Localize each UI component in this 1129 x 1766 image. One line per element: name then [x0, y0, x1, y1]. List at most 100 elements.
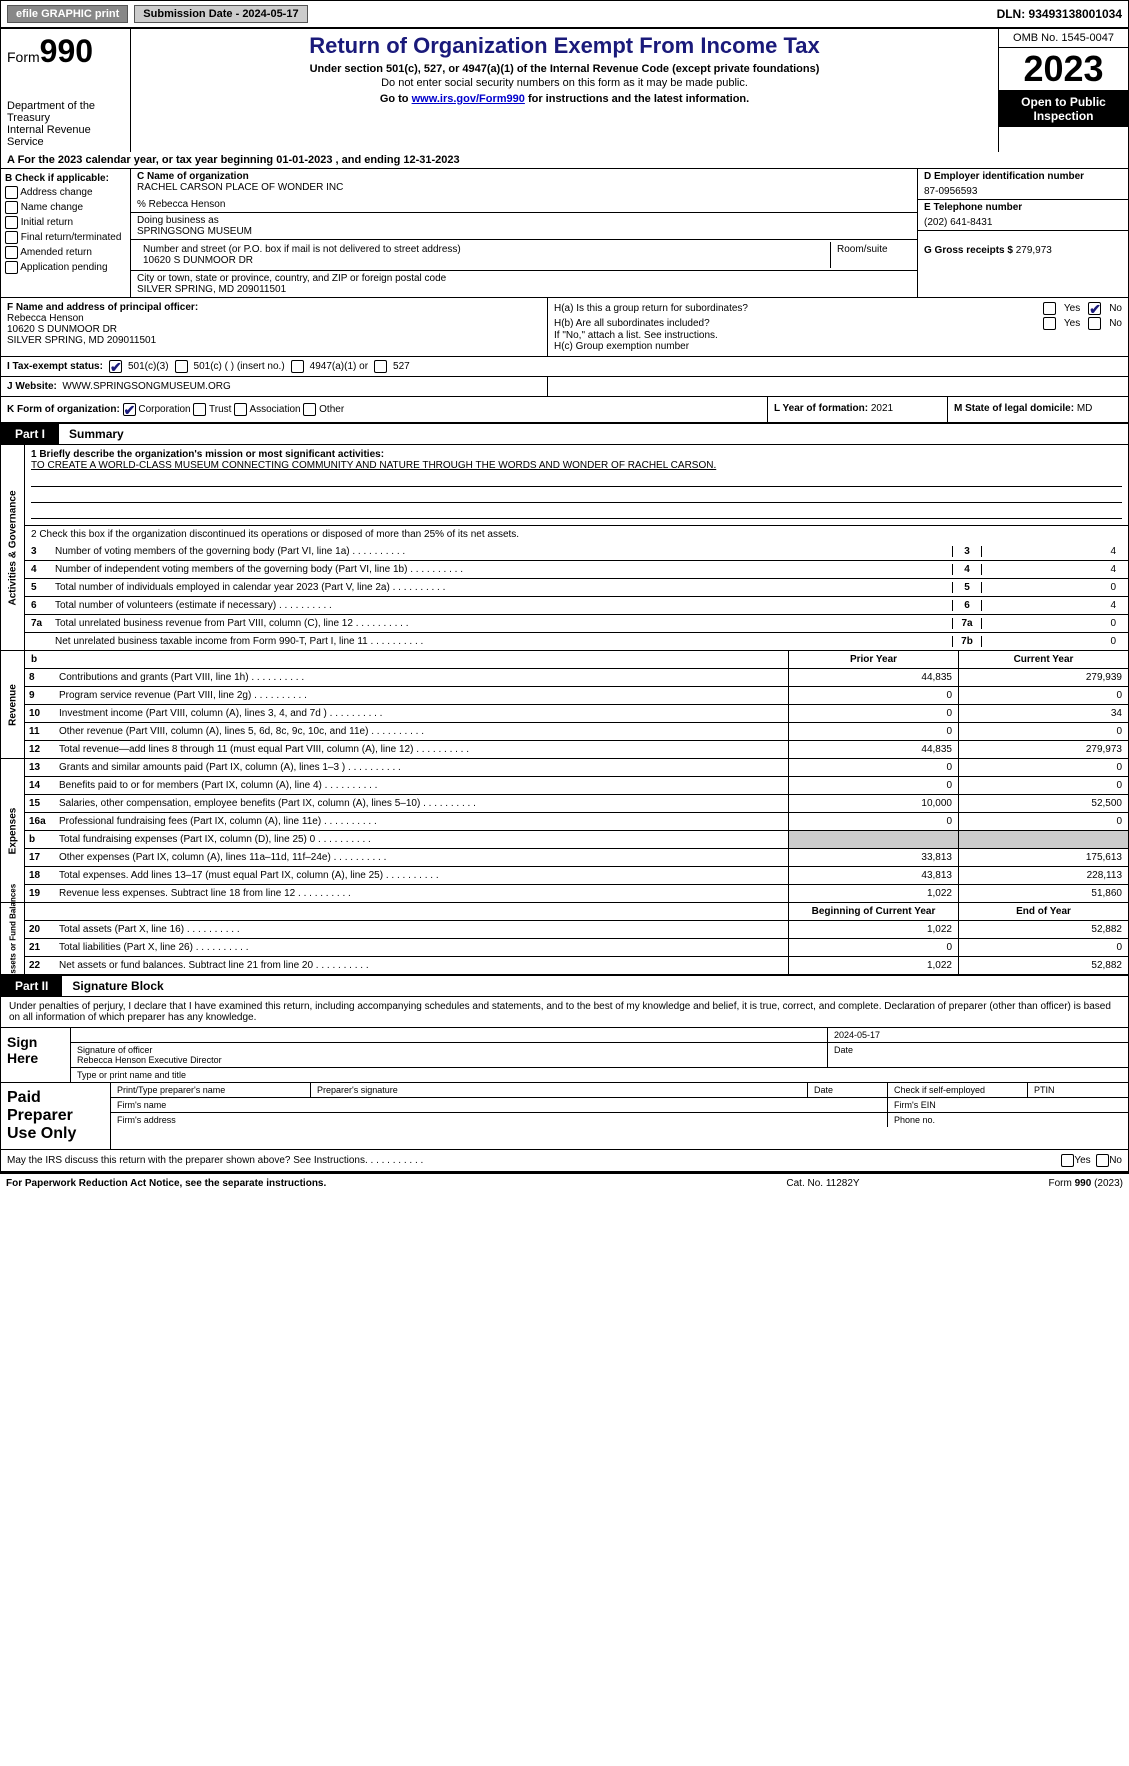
dept-irs: Internal Revenue Service — [7, 124, 124, 148]
checkbox-trust[interactable] — [193, 403, 206, 416]
top-bar: efile GRAPHIC print Submission Date - 20… — [0, 0, 1129, 29]
phone-label: E Telephone number — [924, 202, 1122, 213]
exp-line-13: 13Grants and similar amounts paid (Part … — [25, 759, 1128, 777]
open-inspection: Open to PublicInspection — [999, 91, 1128, 127]
line-i-tax-exempt: I Tax-exempt status: 501(c)(3) 501(c) ( … — [0, 357, 1129, 377]
type-name-label: Type or print name and title — [71, 1068, 1128, 1082]
gov-line-7a: 7aTotal unrelated business revenue from … — [25, 615, 1128, 633]
officer-label: F Name and address of principal officer: — [7, 302, 541, 313]
checkbox-application-pending[interactable] — [5, 261, 18, 274]
net-line-21: 21Total liabilities (Part X, line 26)00 — [25, 939, 1128, 957]
org-name-label: C Name of organization — [137, 171, 911, 182]
line-j-website: J Website: WWW.SPRINGSONGMUSEUM.ORG — [0, 377, 1129, 397]
rev-line-9: 9Program service revenue (Part VIII, lin… — [25, 687, 1128, 705]
checkbox-other[interactable] — [303, 403, 316, 416]
sig-date: 2024-05-17 — [828, 1028, 1128, 1042]
gross-receipts-label: G Gross receipts $ — [924, 245, 1013, 256]
page-footer: For Paperwork Reduction Act Notice, see … — [0, 1172, 1129, 1193]
col-d-ein: D Employer identification number 87-0956… — [918, 169, 1128, 297]
exp-line-16a: 16aProfessional fundraising fees (Part I… — [25, 813, 1128, 831]
prep-print-name: Print/Type preparer's name — [111, 1083, 311, 1097]
part2-header: Part II Signature Block — [0, 976, 1129, 997]
checkbox-address-change[interactable] — [5, 186, 18, 199]
form-header: Form990 Department of the Treasury Inter… — [0, 29, 1129, 152]
paid-preparer-label: Paid Preparer Use Only — [1, 1083, 111, 1149]
prep-date: Date — [808, 1083, 888, 1097]
col-b-checkboxes: B Check if applicable: Address change Na… — [1, 169, 131, 297]
prep-self-employed: Check if self-employed — [888, 1083, 1028, 1097]
rev-line-11: 11Other revenue (Part VIII, column (A), … — [25, 723, 1128, 741]
paid-preparer-block: Paid Preparer Use Only Print/Type prepar… — [0, 1083, 1129, 1150]
firm-address: Firm's address — [111, 1113, 888, 1127]
checkbox-501c[interactable] — [175, 360, 188, 373]
checkbox-hb-no[interactable] — [1088, 317, 1101, 330]
sig-date-label: Date — [828, 1043, 1128, 1067]
officer-city: SILVER SPRING, MD 209011501 — [7, 335, 541, 346]
part1-body: Activities & Governance 1 Briefly descri… — [0, 445, 1129, 651]
form-subtitle-2: Do not enter social security numbers on … — [141, 77, 988, 89]
line-2-discontinued: 2 Check this box if the organization dis… — [25, 526, 1128, 543]
rev-line-12: 12Total revenue—add lines 8 through 11 (… — [25, 741, 1128, 759]
exp-line-15: 15Salaries, other compensation, employee… — [25, 795, 1128, 813]
checkbox-4947[interactable] — [291, 360, 304, 373]
org-name: RACHEL CARSON PLACE OF WONDER INC — [137, 182, 911, 193]
ein-label: D Employer identification number — [924, 171, 1122, 182]
checkbox-corp[interactable] — [123, 403, 136, 416]
ein-value: 87-0956593 — [924, 186, 1122, 197]
checkbox-501c3[interactable] — [109, 360, 122, 373]
exp-line-b: bTotal fundraising expenses (Part IX, co… — [25, 831, 1128, 849]
gov-line-6: 6Total number of volunteers (estimate if… — [25, 597, 1128, 615]
prior-current-header: b Prior Year Current Year — [25, 651, 1128, 669]
efile-print-button[interactable]: efile GRAPHIC print — [7, 5, 128, 23]
checkbox-ha-no[interactable] — [1088, 302, 1101, 315]
goto-line: Go to www.irs.gov/Form990 for instructio… — [141, 93, 988, 105]
checkbox-initial-return[interactable] — [5, 216, 18, 229]
dba-label: Doing business as — [137, 215, 911, 226]
city-label: City or town, state or province, country… — [137, 273, 911, 284]
sig-officer-label: Signature of officer — [77, 1045, 821, 1055]
form-subtitle-1: Under section 501(c), 527, or 4947(a)(1)… — [141, 63, 988, 75]
checkbox-assoc[interactable] — [234, 403, 247, 416]
phone-value: (202) 641-8431 — [924, 217, 1122, 228]
line-klm: K Form of organization: Corporation Trus… — [0, 397, 1129, 424]
checkbox-527[interactable] — [374, 360, 387, 373]
rev-line-8: 8Contributions and grants (Part VIII, li… — [25, 669, 1128, 687]
vert-label-expenses: Expenses — [7, 807, 18, 854]
addr-label: Number and street (or P.O. box if mail i… — [143, 244, 824, 255]
checkbox-amended-return[interactable] — [5, 246, 18, 259]
vert-label-revenue: Revenue — [7, 684, 18, 726]
checkbox-final-return[interactable] — [5, 231, 18, 244]
checkbox-name-change[interactable] — [5, 201, 18, 214]
year-formation: 2021 — [871, 403, 893, 414]
exp-line-18: 18Total expenses. Add lines 13–17 (must … — [25, 867, 1128, 885]
officer-name: Rebecca Henson — [7, 313, 541, 324]
irs-link[interactable]: www.irs.gov/Form990 — [412, 93, 525, 105]
hb-label: H(b) Are all subordinates included? — [554, 318, 1035, 329]
omb-number: OMB No. 1545-0047 — [999, 29, 1128, 48]
section-bcd: B Check if applicable: Address change Na… — [0, 169, 1129, 298]
exp-line-17: 17Other expenses (Part IX, column (A), l… — [25, 849, 1128, 867]
dba: SPRINGSONG MUSEUM — [137, 226, 911, 237]
checkbox-may-yes[interactable] — [1061, 1154, 1074, 1167]
firm-ein: Firm's EIN — [888, 1098, 1128, 1112]
checkbox-may-no[interactable] — [1096, 1154, 1109, 1167]
gov-line-4: 4Number of independent voting members of… — [25, 561, 1128, 579]
addr: 10620 S DUNMOOR DR — [143, 255, 824, 266]
dept-treasury: Department of the Treasury — [7, 100, 124, 124]
net-assets-section: Net Assets or Fund Balances Beginning of… — [0, 903, 1129, 976]
city: SILVER SPRING, MD 209011501 — [137, 284, 911, 295]
hc-label: H(c) Group exemption number — [554, 341, 1122, 352]
form-title: Return of Organization Exempt From Incom… — [141, 33, 988, 59]
dln: DLN: 93493138001034 — [997, 7, 1122, 21]
net-line-22: 22Net assets or fund balances. Subtract … — [25, 957, 1128, 974]
expenses-section: Expenses 13Grants and similar amounts pa… — [0, 759, 1129, 903]
state-domicile: MD — [1077, 403, 1093, 414]
care-of: % Rebecca Henson — [137, 199, 911, 210]
checkbox-ha-yes[interactable] — [1043, 302, 1056, 315]
begin-end-header: Beginning of Current Year End of Year — [25, 903, 1128, 921]
checkbox-hb-yes[interactable] — [1043, 317, 1056, 330]
website-value: WWW.SPRINGSONGMUSEUM.ORG — [62, 381, 230, 392]
firm-name: Firm's name — [111, 1098, 888, 1112]
vert-label-gov: Activities & Governance — [7, 490, 18, 605]
firm-phone: Phone no. — [888, 1113, 1128, 1127]
